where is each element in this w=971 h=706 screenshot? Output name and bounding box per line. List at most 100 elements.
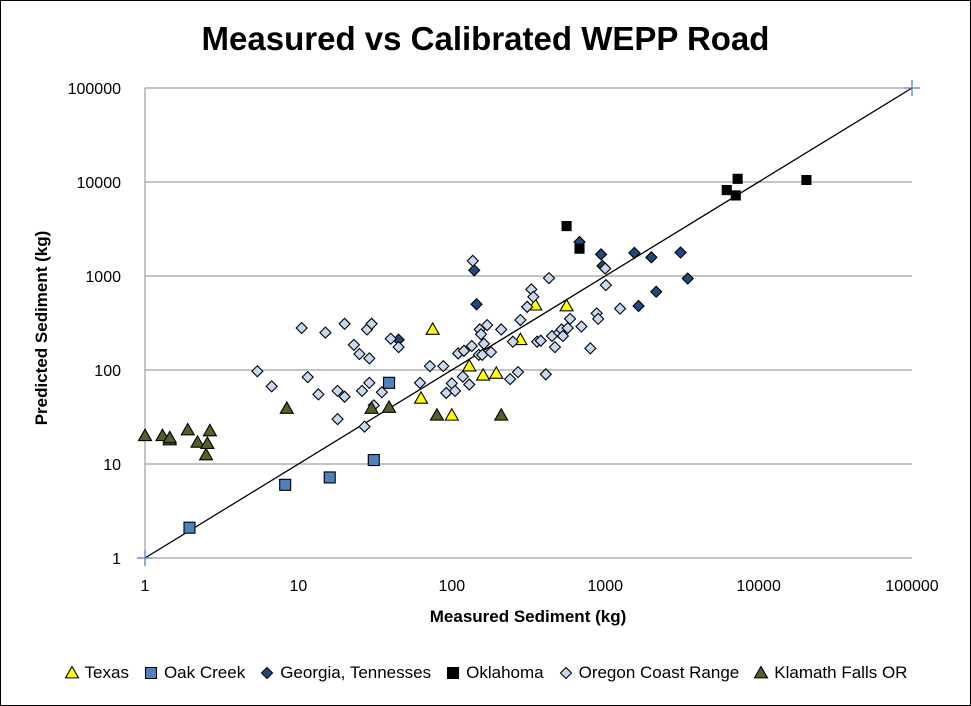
x-tick-label: 10000 (736, 578, 781, 595)
point-oregon-coast-range (338, 390, 351, 403)
point-oregon-coast-range (355, 384, 369, 398)
point-texas (461, 358, 477, 372)
point-oregon-coast-range (265, 380, 278, 393)
point-oregon-coast-range (301, 370, 314, 384)
legend-label: Klamath Falls OR (774, 663, 908, 682)
point-oregon-coast-range (484, 345, 498, 359)
legend-label: Oklahoma (466, 663, 544, 682)
point-georgia-tennesses (467, 264, 481, 277)
legend-marker-texas (64, 665, 79, 679)
chart-title: Measured vs Calibrated WEPP Road (201, 20, 770, 57)
point-klamath-falls-or (279, 400, 295, 414)
y-tick-label: 100000 (68, 81, 121, 98)
point-oregon-coast-range (338, 317, 351, 331)
point-oak-creek (183, 521, 196, 534)
point-oregon-coast-range (613, 302, 627, 315)
legend-item-oak-creek: Oak Creek (143, 663, 245, 683)
point-oregon-coast-range (556, 329, 570, 343)
point-oak-creek (383, 376, 396, 389)
legend-marker-georgia-tennesses (260, 666, 274, 680)
point-texas (559, 298, 575, 312)
point-oregon-coast-range (457, 344, 471, 358)
legend-marker-oklahoma (447, 666, 460, 680)
point-oregon-coast-range (563, 312, 577, 326)
x-tick-label: 1000 (587, 578, 623, 595)
y-tick-label: 10 (103, 457, 121, 474)
gridlines (145, 87, 912, 465)
point-oklahoma (732, 173, 743, 184)
x-tick-label: 100000 (885, 578, 938, 595)
y-tick-label: 1000 (85, 269, 121, 286)
point-oregon-coast-range (548, 340, 562, 354)
y-tick-label: 1 (112, 551, 121, 568)
point-oregon-coast-range (413, 376, 427, 390)
point-oregon-coast-range (511, 365, 525, 379)
legend-item-georgia-tennesses: Georgia, Tennesses (259, 663, 431, 683)
tick-labels: 1 10 100 1000 10000 100000 1 10 100 1000 10000 1000… (68, 81, 939, 595)
point-georgia-tennesses (594, 248, 608, 261)
point-klamath-falls-or (199, 435, 215, 449)
point-oregon-coast-range (539, 368, 553, 381)
point-oklahoma (721, 185, 732, 196)
point-georgia-tennesses (470, 298, 483, 311)
point-oklahoma (561, 220, 572, 232)
point-georgia-tennesses (649, 285, 663, 299)
point-oregon-coast-range (347, 338, 361, 352)
point-oregon-coast-range (437, 359, 450, 373)
point-oregon-coast-range (598, 262, 612, 275)
point-oregon-coast-range (503, 372, 517, 386)
point-klamath-falls-or (198, 447, 214, 461)
point-oregon-coast-range (363, 352, 376, 365)
point-oregon-coast-range (527, 290, 540, 304)
data-points (137, 173, 812, 534)
point-oregon-coast-range (384, 332, 398, 346)
legend-label: Georgia, Tennesses (280, 663, 432, 682)
legend-marker-klamath-falls-or (753, 665, 769, 679)
point-oregon-coast-range (514, 313, 527, 327)
point-georgia-tennesses (674, 246, 687, 259)
point-oregon-coast-range (506, 335, 520, 348)
y-axis-label: Predicted Sediment (kg) (32, 231, 51, 426)
point-oregon-coast-range (392, 340, 405, 354)
point-klamath-falls-or (381, 399, 397, 413)
point-oregon-coast-range (480, 318, 494, 332)
point-oregon-coast-range (599, 278, 613, 292)
point-oregon-coast-range (448, 384, 462, 398)
point-klamath-falls-or (137, 428, 153, 442)
point-oregon-coast-range (466, 254, 480, 268)
point-oregon-coast-range (251, 364, 264, 378)
point-oregon-coast-range (520, 300, 534, 314)
point-texas (444, 407, 460, 421)
point-oregon-coast-range (542, 271, 556, 285)
x-tick-label: 10 (290, 578, 308, 595)
point-klamath-falls-or (180, 422, 196, 436)
point-klamath-falls-or (493, 407, 509, 421)
legend-item-oklahoma: Oklahoma (445, 663, 544, 683)
point-texas (425, 321, 441, 335)
point-georgia-tennesses (632, 299, 645, 313)
point-oregon-coast-range (363, 376, 376, 390)
point-oregon-coast-range (463, 378, 476, 391)
point-oak-creek (367, 454, 380, 467)
point-oak-creek (279, 478, 292, 491)
point-georgia-tennesses (681, 272, 694, 285)
point-oregon-coast-range (295, 321, 308, 335)
point-oregon-coast-range (331, 412, 344, 426)
point-oregon-coast-range (494, 323, 508, 336)
point-oregon-coast-range (439, 386, 453, 400)
reference-line-group (137, 80, 920, 566)
legend-item-oregon-coast-range: Oregon Coast Range (558, 663, 739, 683)
point-oregon-coast-range (353, 347, 366, 361)
point-oregon-coast-range (477, 337, 491, 351)
reference-endpoint-marker (137, 550, 153, 566)
x-tick-label: 1 (141, 578, 150, 595)
y-tick-label: 100 (94, 363, 121, 380)
legend-marker-oak-creek (144, 666, 158, 680)
legend-item-texas: Texas (64, 663, 129, 683)
reference-endpoint-marker (904, 80, 920, 96)
point-klamath-falls-or (162, 430, 178, 444)
point-oregon-coast-range (465, 339, 479, 353)
point-texas (488, 365, 504, 379)
point-oregon-coast-range (561, 321, 575, 335)
point-oregon-coast-range (591, 312, 605, 326)
